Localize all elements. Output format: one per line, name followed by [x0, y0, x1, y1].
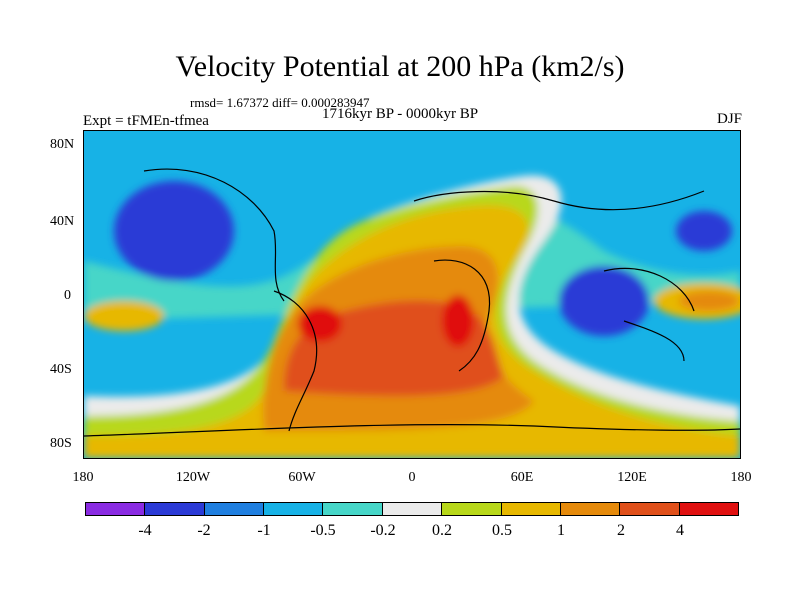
x-tick-60w: 60W [288, 470, 316, 485]
colorbar-label: -0.5 [310, 522, 336, 539]
colorbar-swatch [323, 503, 383, 515]
colorbar-swatch [620, 503, 680, 515]
colorbar [85, 502, 739, 516]
colorbar-label: 4 [676, 522, 684, 539]
x-tick-120e: 120E [617, 470, 647, 485]
y-tick-40s: 40S [50, 362, 72, 377]
colorbar-swatch [442, 503, 502, 515]
colorbar-label: 1 [557, 522, 565, 539]
y-tick-40n: 40N [50, 214, 75, 229]
colorbar-label: -0.2 [370, 522, 396, 539]
x-tick-120w: 120W [175, 470, 211, 485]
y-tick-80s: 80S [50, 436, 72, 451]
colorbar-label: 0.2 [432, 522, 452, 539]
stats-text: rmsd= 1.67372 diff= 0.000283947 [190, 95, 370, 110]
x-tick-180w: 180 [72, 470, 94, 485]
experiment-label: Expt = tFMEn-tfmea [83, 113, 209, 129]
y-tick-0: 0 [64, 288, 71, 303]
season-label: DJF [716, 111, 742, 127]
period-text: 1716kyr BP - 0000kyr BP [322, 106, 479, 122]
x-tick-0: 0 [408, 470, 416, 485]
colorbar-swatch [501, 503, 561, 515]
colorbar-swatch [264, 503, 324, 515]
x-tick-60e: 60E [510, 470, 534, 485]
colorbar-swatch [86, 503, 146, 515]
colorbar-swatch [145, 503, 205, 515]
colorbar-swatch [679, 503, 738, 515]
colorbar-swatch [560, 503, 621, 515]
velocity-potential-map [83, 130, 741, 459]
colorbar-label: -4 [138, 522, 152, 539]
chart-title: Velocity Potential at 200 hPa (km2/s) [175, 50, 625, 83]
colorbar-label: 0.5 [492, 522, 512, 539]
colorbar-swatch [382, 503, 443, 515]
colorbar-label: -2 [197, 522, 211, 539]
y-tick-80n: 80N [50, 137, 75, 152]
x-tick-180e: 180 [730, 470, 752, 485]
colorbar-swatch [204, 503, 265, 515]
colorbar-label: 2 [617, 522, 625, 539]
colorbar-label: -1 [257, 522, 271, 539]
